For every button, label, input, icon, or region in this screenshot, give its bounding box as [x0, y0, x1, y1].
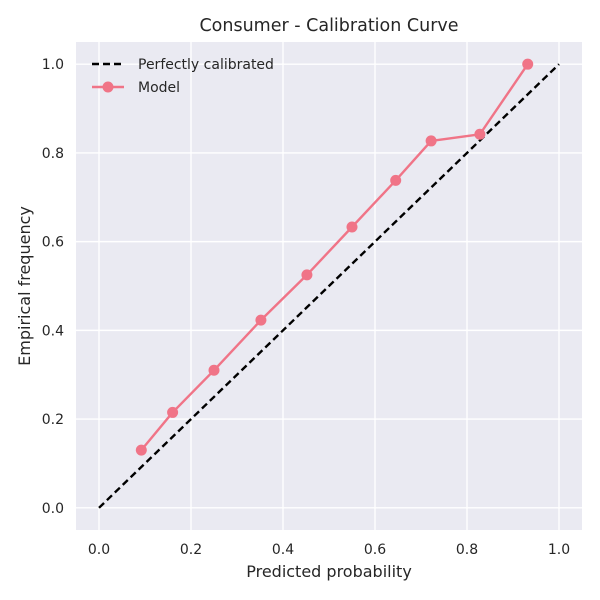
legend-marker-model: [102, 81, 114, 93]
model-point: [208, 364, 220, 376]
model-point: [135, 444, 147, 456]
model-point: [522, 58, 534, 70]
x-tick-label: 0.2: [180, 542, 202, 558]
model-point: [346, 221, 358, 233]
legend-label-model: Model: [138, 80, 180, 96]
model-point: [390, 174, 402, 186]
x-tick-label: 1.0: [548, 542, 570, 558]
x-tick-labels: 0.0 0.2 0.4 0.6 0.8 1.0: [88, 542, 570, 558]
x-tick-label: 0.4: [272, 542, 294, 558]
x-tick-label: 0.6: [364, 542, 386, 558]
series-layer: [98, 58, 560, 509]
model-point: [425, 135, 437, 147]
legend-label-perfectly-calibrated: Perfectly calibrated: [138, 57, 274, 73]
legend: Perfectly calibrated Model: [92, 57, 274, 96]
y-tick-label: 1.0: [42, 57, 64, 73]
model-point: [301, 269, 313, 281]
y-tick-label: 0.8: [42, 146, 64, 162]
model-point: [167, 406, 179, 418]
x-axis-label: Predicted probability: [246, 562, 412, 581]
y-tick-label: 0.4: [42, 323, 64, 339]
chart-title: Consumer - Calibration Curve: [199, 16, 458, 36]
model-point: [255, 314, 267, 326]
x-tick-label: 0.0: [88, 542, 110, 558]
model-point: [474, 128, 486, 140]
model-line: [140, 63, 529, 451]
y-tick-label: 0.0: [42, 501, 64, 517]
y-tick-labels: 0.0 0.2 0.4 0.6 0.8 1.0: [42, 57, 64, 517]
vertical-grid: [98, 42, 560, 530]
y-tick-label: 0.2: [42, 412, 64, 428]
y-axis-label: Empirical frequency: [15, 206, 34, 366]
horizontal-grid: [76, 63, 582, 509]
x-tick-label: 0.8: [456, 542, 478, 558]
y-tick-label: 0.6: [42, 235, 64, 251]
